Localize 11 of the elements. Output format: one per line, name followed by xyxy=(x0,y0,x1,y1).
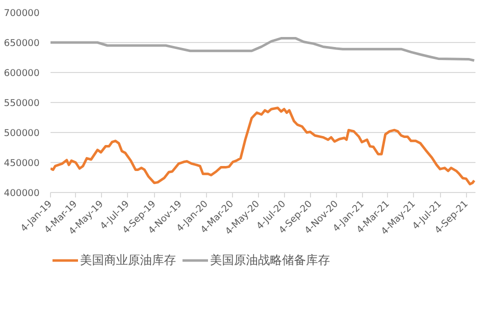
y-tick-label: 600000 xyxy=(4,68,40,79)
line-series xyxy=(50,106,476,186)
y-tick-label: 550000 xyxy=(4,98,40,109)
y-tick-label: 650000 xyxy=(4,38,40,49)
y-tick-label: 450000 xyxy=(4,158,40,169)
y-tick-label: 400000 xyxy=(4,188,40,199)
line-series xyxy=(50,37,476,62)
y-tick-label: 700000 xyxy=(4,8,40,19)
y-tick-label: 500000 xyxy=(4,128,40,139)
legend-label: 美国原油战略储备库存 xyxy=(210,252,330,268)
legend-label: 美国商业原油库存 xyxy=(80,252,176,268)
